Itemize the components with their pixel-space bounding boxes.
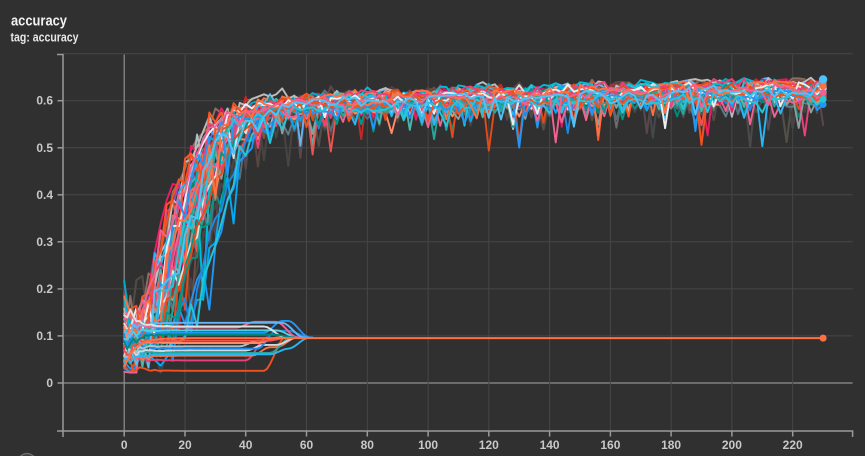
svg-text:0.5: 0.5 (36, 141, 53, 155)
svg-text:80: 80 (361, 438, 375, 452)
svg-text:200: 200 (722, 438, 742, 452)
svg-text:0: 0 (121, 438, 128, 452)
svg-text:0.4: 0.4 (36, 188, 53, 202)
svg-text:40: 40 (239, 438, 253, 452)
svg-text:180: 180 (661, 438, 681, 452)
svg-text:20: 20 (178, 438, 192, 452)
svg-text:tag: accuracy: tag: accuracy (11, 29, 80, 44)
svg-text:0.1: 0.1 (36, 329, 53, 343)
svg-text:0: 0 (46, 376, 53, 390)
svg-text:100: 100 (418, 438, 438, 452)
svg-text:0.3: 0.3 (36, 235, 53, 249)
svg-text:60: 60 (300, 438, 314, 452)
svg-text:220: 220 (783, 438, 803, 452)
svg-text:0.6: 0.6 (36, 94, 53, 108)
svg-text:160: 160 (600, 438, 620, 452)
svg-text:140: 140 (540, 438, 560, 452)
svg-text:0.2: 0.2 (36, 282, 53, 296)
svg-text:120: 120 (479, 438, 499, 452)
svg-text:accuracy: accuracy (11, 12, 68, 29)
